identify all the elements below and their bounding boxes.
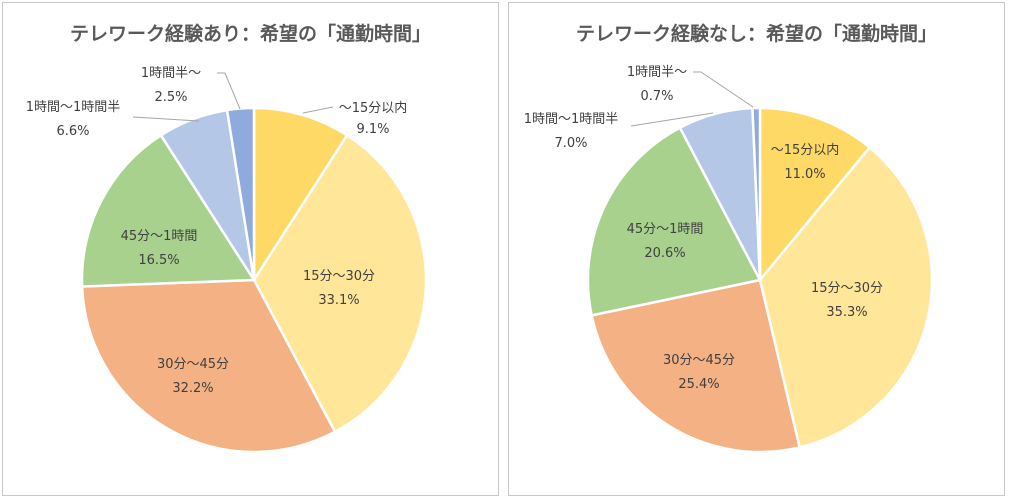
pie-slice-3 xyxy=(590,278,802,454)
slice-label: 1時間半～ xyxy=(627,65,687,80)
pie-slice-1 xyxy=(758,106,872,284)
pie-slice-4 xyxy=(586,126,762,317)
slice-value-label: 7.0% xyxy=(554,136,587,151)
chart-title: テレワーク経験あり：希望の「通勤時間」 xyxy=(69,23,431,45)
slice-label: 1時間半～ xyxy=(141,66,201,81)
slice-label: 15分～30分 xyxy=(303,269,375,284)
slice-value-label: 25.4% xyxy=(678,377,719,392)
chart-title: テレワーク経験なし：希望の「通勤時間」 xyxy=(575,23,937,45)
pie-slice-1 xyxy=(252,106,349,285)
slice-label: ～15分以内 xyxy=(771,142,840,158)
slice-label: ～15分以内 xyxy=(339,100,408,116)
chart-panel-with-telework: テレワーク経験あり：希望の「通勤時間」 ～15分以内 9.1% 15分～30分 33.… xyxy=(2,2,499,496)
pie-slice-6 xyxy=(225,106,256,281)
slice-value-label: 35.3% xyxy=(826,305,867,320)
leader-line xyxy=(302,106,334,114)
slice-value-label: 16.5% xyxy=(138,253,179,268)
slice-label: 1時間～1時間半 xyxy=(26,100,121,115)
slice-value-label: 20.6% xyxy=(644,246,685,261)
slice-value-label: 11.0% xyxy=(784,167,825,182)
pie-slice-2 xyxy=(252,133,428,434)
pie-slice-4 xyxy=(80,133,257,288)
leader-line xyxy=(693,71,754,108)
slice-value-label: 2.5% xyxy=(154,90,187,105)
pie-chart-without-telework: ～15分以内 11.0% 15分～30分 35.3% 30分～45分 25.4% 45分～1… xyxy=(524,65,934,454)
pie-chart-with-telework: ～15分以内 9.1% 15分～30分 33.1% 30分～45分 32.2% 45分～1時… xyxy=(26,66,428,454)
slice-value-label: 9.1% xyxy=(356,122,389,137)
slice-label: 30分～45分 xyxy=(157,357,229,372)
pie-slice-2 xyxy=(758,145,934,449)
slice-value-label: 6.6% xyxy=(56,124,89,139)
slice-label: 45分～1時間 xyxy=(627,222,704,237)
pie-slice-3 xyxy=(80,278,337,454)
chart-panel-without-telework: テレワーク経験なし：希望の「通勤時間」 ～15分以内 11.0% 15分～30分 35… xyxy=(508,2,1005,496)
slice-value-label: 33.1% xyxy=(318,293,359,308)
slice-value-label: 0.7% xyxy=(640,89,673,104)
slice-label: 1時間～1時間半 xyxy=(524,112,619,127)
slice-label: 15分～30分 xyxy=(811,281,883,296)
pie-slice-6 xyxy=(751,106,762,281)
leader-line xyxy=(132,116,200,122)
leader-line xyxy=(217,72,241,110)
leader-line xyxy=(630,112,714,127)
slice-label: 45分～1時間 xyxy=(121,229,198,244)
slice-value-label: 32.2% xyxy=(172,381,213,396)
slice-label: 30分～45分 xyxy=(663,353,735,368)
